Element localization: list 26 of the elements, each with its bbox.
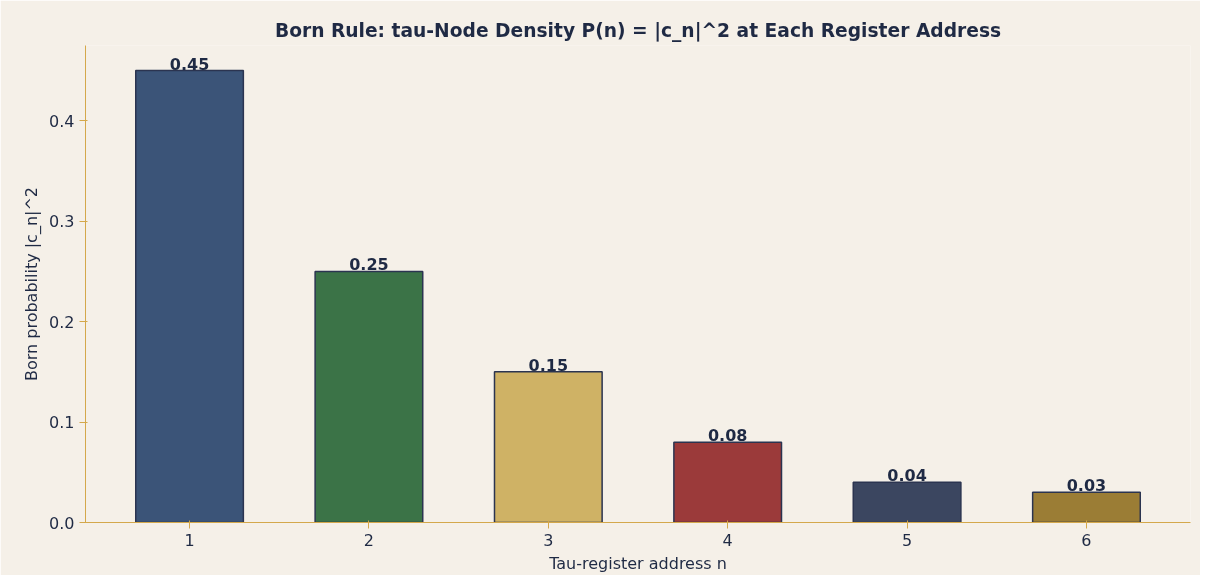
y-tick-label: 0.4 [49,111,75,131]
x-axis-title: Tau-register address n [548,553,727,573]
x-tick-label: 6 [1081,530,1092,550]
y-tick-label: 0.2 [49,312,75,332]
data-label: 0.03 [1066,476,1107,496]
bar [1031,491,1142,523]
y-tick-label: 0.1 [49,413,75,433]
data-label: 0.15 [528,355,569,375]
x-tick-label: 1 [184,530,195,550]
bar [493,371,603,523]
data-label: 0.25 [349,255,389,275]
x-tick-label: 2 [363,530,375,550]
chart-title: Born Rule: tau-Node Density P(n) = |c_n|^2 at Each Register Address [274,19,1002,42]
x-tick-label: 3 [543,530,554,550]
bar [314,270,424,523]
data-label: 0.04 [887,466,927,486]
x-tick-label: 5 [901,530,913,550]
data-label: 0.45 [169,54,210,74]
data-label: 0.08 [707,426,748,446]
bar [134,69,245,523]
x-tick-label: 4 [722,530,733,550]
bar [852,481,962,523]
y-tick-label: 0.0 [49,513,75,533]
y-tick-label: 0.3 [49,212,75,232]
y-axis-title: Born probability |c_n|^2 [22,186,43,382]
bar [673,441,783,523]
